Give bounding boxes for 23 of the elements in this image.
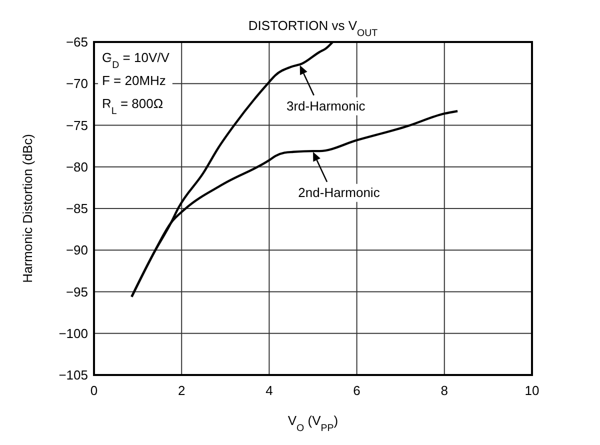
- y-tick-label: −75: [66, 118, 88, 133]
- x-tick-label: 2: [178, 383, 186, 398]
- y-tick-label: −95: [66, 284, 88, 300]
- annotation: R$_{L}$ = 800Ω: [102, 96, 164, 116]
- y-tick-label: −90: [66, 242, 88, 258]
- y-axis-title: Harmonic Distortion (dBc): [20, 134, 35, 283]
- y-tick-label: −70: [66, 76, 88, 92]
- y-tick-label: −105: [58, 368, 88, 382]
- x-tick-label: 0: [90, 383, 98, 398]
- x-tick-label: 6: [353, 383, 360, 398]
- y-tick-label: −85: [66, 201, 88, 216]
- x-tick-label: 8: [440, 383, 448, 398]
- x-tick-label: 10: [524, 383, 540, 398]
- annotation: 3rd-Harmonic: [286, 98, 366, 114]
- chart-title: DISTORTION vs V$_{OUT}$: [248, 18, 378, 38]
- x-axis-title: V$_{O}$ (V$_{PP}$): [288, 413, 338, 434]
- x-tick-label: 4: [266, 383, 273, 398]
- annotation: G$_{D}$ = 10V/V: [102, 50, 170, 70]
- y-tick-label: −100: [58, 326, 88, 341]
- annotation: 2nd-Harmonic: [298, 184, 380, 200]
- y-tick-label: −80: [66, 159, 88, 174]
- y-tick-label: −65: [66, 34, 88, 50]
- annotation: F = 20MHz: [102, 73, 166, 88]
